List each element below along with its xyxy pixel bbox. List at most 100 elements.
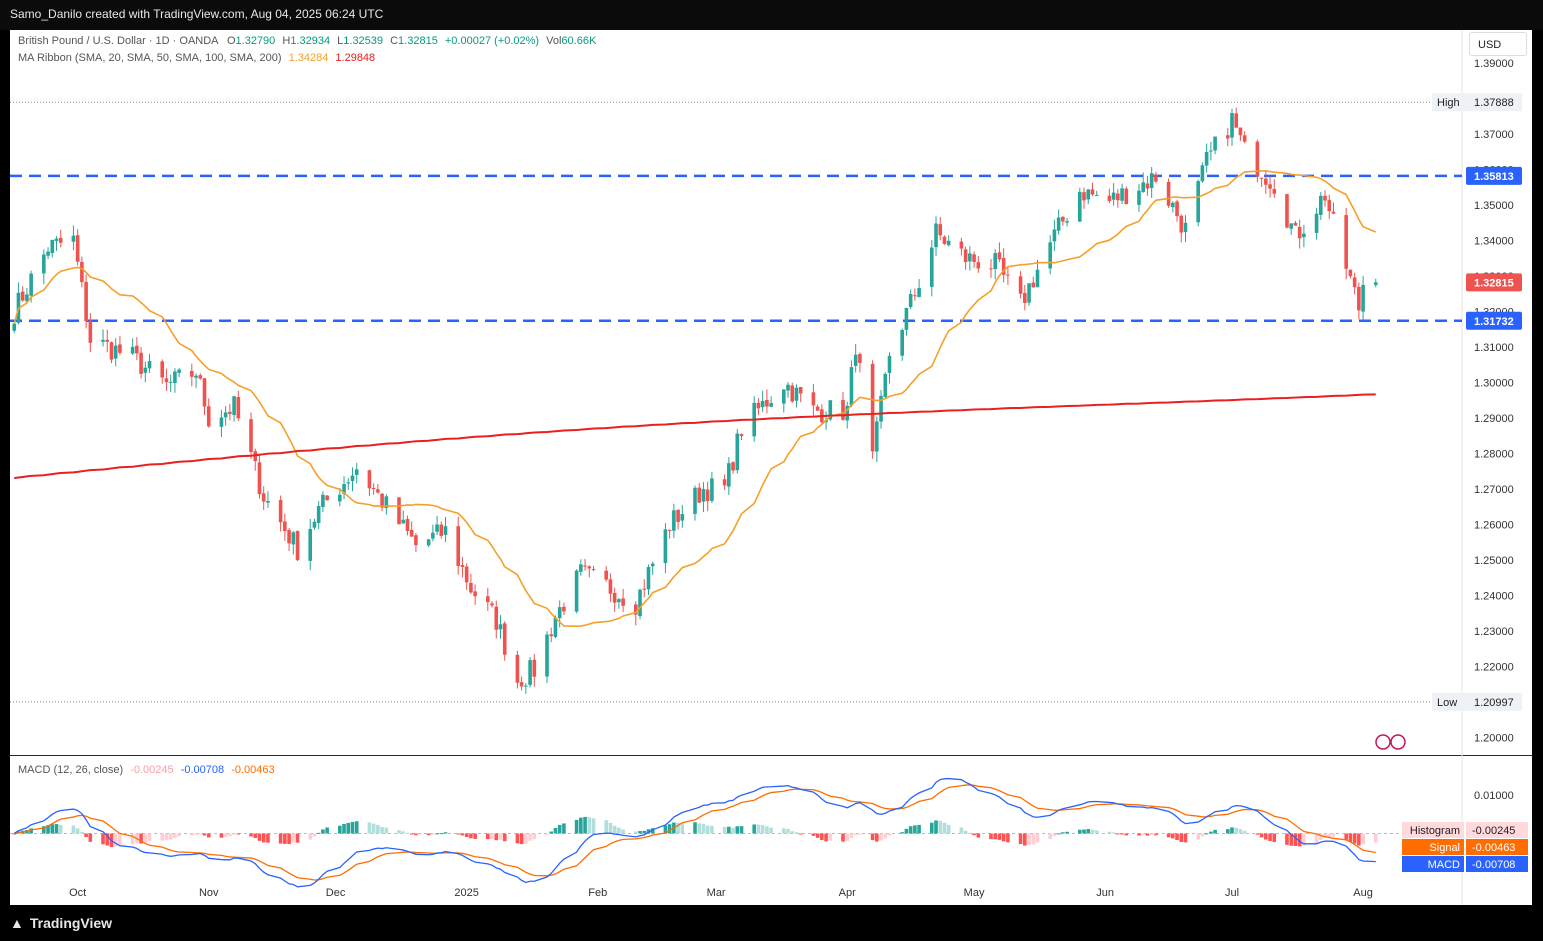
candle-body bbox=[325, 495, 329, 501]
macd-macd-name-bg bbox=[1402, 856, 1464, 872]
candle-body bbox=[705, 489, 710, 502]
macd-histogram-bar bbox=[291, 833, 296, 843]
candle-body bbox=[1204, 151, 1209, 166]
macd-histogram-bar bbox=[431, 833, 435, 835]
macd-histogram-bar bbox=[1065, 831, 1069, 834]
currency-button[interactable]: USD bbox=[1469, 32, 1527, 56]
macd-histogram-bar bbox=[841, 833, 845, 842]
macd-histogram-bar bbox=[959, 827, 964, 834]
macd-histogram-bar bbox=[663, 825, 668, 834]
macd-histogram-bar bbox=[1361, 833, 1365, 845]
macd-histogram-bar bbox=[173, 833, 177, 838]
candle-body bbox=[1023, 292, 1027, 303]
level-price-label: 1.31732 bbox=[1474, 316, 1514, 328]
candle-body bbox=[676, 509, 680, 522]
candle-body bbox=[321, 494, 325, 507]
macd-histogram-bar bbox=[113, 833, 118, 847]
candle-body bbox=[1302, 233, 1306, 238]
candle-body bbox=[900, 329, 904, 356]
candle-body bbox=[75, 235, 80, 262]
macd-histogram-bar bbox=[515, 833, 520, 844]
candle-body bbox=[1323, 195, 1327, 201]
candle-body bbox=[693, 487, 697, 514]
candle-body bbox=[938, 224, 943, 236]
macd-histogram-bar bbox=[913, 825, 917, 834]
candle-body bbox=[845, 405, 850, 421]
candle-body bbox=[1242, 135, 1247, 142]
macd-histogram-bar bbox=[1331, 833, 1336, 837]
macd-histogram-bar bbox=[532, 833, 537, 840]
candle-body bbox=[727, 463, 731, 487]
candle-body bbox=[1314, 213, 1319, 233]
macd-histogram-bar bbox=[346, 822, 351, 834]
macd-histogram-bar bbox=[228, 833, 232, 837]
candle-body bbox=[667, 529, 672, 531]
macd-histogram-bar bbox=[1242, 830, 1247, 834]
macd-histogram-bar bbox=[1323, 833, 1327, 838]
high-label: H bbox=[282, 35, 291, 47]
macd-histogram-bar bbox=[88, 833, 93, 842]
candle-body bbox=[917, 288, 921, 298]
candle-body bbox=[12, 323, 17, 331]
macd-histogram-bar bbox=[756, 824, 761, 834]
macd-histogram-bar bbox=[147, 833, 152, 842]
candle-body bbox=[963, 249, 968, 263]
candle-body bbox=[1077, 191, 1082, 222]
attribution-text: Samo_Danilo created with TradingView.com… bbox=[10, 7, 384, 21]
macd-histogram-bar bbox=[50, 824, 55, 834]
uk-flag-icon bbox=[1375, 734, 1391, 750]
candle-body bbox=[701, 489, 706, 502]
candle-body bbox=[583, 565, 587, 567]
macd-histogram-bar bbox=[1086, 829, 1091, 834]
macd-histogram-bar bbox=[591, 818, 596, 834]
candle-body bbox=[397, 497, 401, 525]
macd-histogram-bar bbox=[380, 826, 384, 834]
macd-histogram-bar bbox=[917, 824, 921, 834]
macd-histogram-bar bbox=[1001, 833, 1006, 842]
macd-histogram-bar bbox=[236, 833, 241, 835]
macd-histogram-bar bbox=[579, 817, 583, 834]
high-marker-value: 1.37888 bbox=[1474, 97, 1514, 109]
macd-histogram-bar bbox=[946, 824, 951, 834]
macd-histogram-bar bbox=[883, 833, 888, 839]
macd-histogram-bar bbox=[781, 828, 786, 834]
candle-body bbox=[101, 339, 105, 342]
candle-body bbox=[1213, 136, 1217, 151]
macd-histogram-bar bbox=[1319, 833, 1323, 841]
candle-body bbox=[1107, 195, 1112, 202]
macd-histogram-bar bbox=[1225, 829, 1230, 834]
candle-body bbox=[1293, 222, 1298, 226]
close-label: C bbox=[390, 35, 399, 47]
candle-body bbox=[1111, 192, 1116, 200]
brand-label: TradingView bbox=[29, 915, 113, 931]
macd-histogram-bar bbox=[12, 833, 17, 835]
macd-signal-value: -0.00463 bbox=[231, 764, 275, 776]
macd-macd-value-bg bbox=[1466, 856, 1528, 872]
macd-macd-value: -0.00708 bbox=[1472, 859, 1515, 871]
candle-body bbox=[1065, 221, 1069, 223]
candle-body bbox=[502, 623, 507, 655]
macd-histogram-bar bbox=[858, 833, 862, 835]
macd-histogram-bar bbox=[316, 832, 321, 834]
macd-histogram-value-bg bbox=[1466, 822, 1528, 838]
macd-histogram-bar bbox=[798, 833, 803, 835]
candle-body bbox=[1234, 113, 1239, 128]
macd-histogram-bar bbox=[680, 823, 685, 834]
candle-body bbox=[1048, 242, 1052, 269]
macd-histogram-bar bbox=[42, 826, 46, 834]
macd-histogram-bar bbox=[735, 826, 740, 834]
time-axis-label: Mar bbox=[707, 887, 726, 899]
candle-body bbox=[959, 241, 964, 249]
candle-body bbox=[849, 367, 854, 406]
macd-histogram-bar bbox=[942, 822, 947, 834]
macd-tick-label: 0.01000 bbox=[1474, 790, 1514, 802]
macd-histogram-bar bbox=[997, 833, 1002, 840]
candle-body bbox=[414, 535, 418, 546]
candle-body bbox=[71, 235, 76, 242]
macd-histogram-bar bbox=[1107, 831, 1112, 834]
macd-histogram-bar bbox=[164, 833, 169, 841]
time-axis-label: Dec bbox=[326, 887, 346, 899]
candle-body bbox=[346, 482, 351, 484]
macd-histogram-bar bbox=[887, 833, 892, 836]
